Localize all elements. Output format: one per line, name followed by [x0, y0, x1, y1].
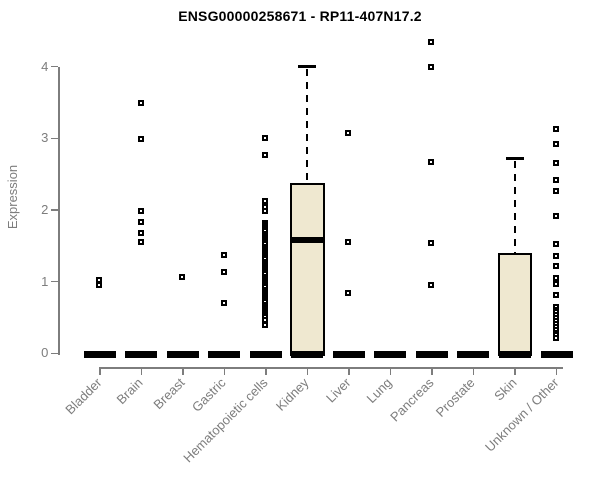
y-tick: [51, 137, 59, 140]
outlier-point: [220, 300, 227, 307]
outlier-point: [96, 276, 103, 283]
zero-median-bar: [499, 351, 531, 358]
y-tick: [51, 280, 59, 283]
zero-median-bar: [125, 351, 158, 358]
x-axis-line: [99, 367, 563, 369]
outlier-point: [553, 291, 560, 298]
outlier-point: [179, 274, 186, 281]
outlier-point: [428, 63, 435, 70]
x-tick: [223, 367, 226, 375]
outlier-point: [428, 38, 435, 45]
outlier-point: [428, 158, 435, 165]
x-tick: [140, 367, 143, 375]
zero-median-bar: [415, 351, 448, 358]
outlier-point: [220, 268, 227, 275]
x-tick-label: Unknown / Other: [481, 375, 562, 455]
outlier-point: [553, 275, 560, 282]
outlier-point: [345, 290, 352, 297]
outlier-point: [262, 151, 269, 158]
y-tick: [51, 209, 59, 211]
outlier-point: [553, 262, 560, 269]
outlier-point: [553, 141, 560, 148]
zero-median-bar: [83, 351, 116, 358]
y-tick-label: 3: [41, 130, 49, 146]
x-tick: [348, 367, 350, 375]
zero-median-bar: [291, 351, 324, 358]
outlier-point: [137, 219, 144, 226]
outlier-point: [553, 212, 560, 219]
outlier-point: [553, 187, 560, 194]
outlier-point: [553, 176, 560, 183]
zero-median-bar: [208, 351, 241, 358]
outlier-point: [553, 126, 560, 133]
outlier-point: [137, 207, 144, 214]
y-tick: [51, 65, 59, 68]
outlier-point: [262, 208, 269, 215]
outlier-point: [553, 334, 560, 341]
y-tick: [51, 352, 59, 355]
median-line: [290, 236, 325, 244]
whisker: [514, 160, 516, 253]
whisker-cap: [506, 156, 524, 160]
box: [290, 183, 325, 357]
x-tick: [389, 367, 392, 375]
zero-median-bar: [249, 351, 282, 358]
outlier-point: [428, 239, 435, 246]
outlier-point: [262, 135, 269, 142]
outlier-point: [262, 198, 269, 205]
zero-median-bar: [374, 351, 407, 358]
whisker-cap: [298, 65, 317, 69]
outlier-point: [553, 241, 560, 248]
outlier-point: [137, 229, 144, 236]
x-tick: [472, 367, 475, 375]
outlier-point: [345, 239, 352, 246]
y-tick-label: 0: [41, 345, 49, 361]
x-tick: [555, 367, 558, 375]
x-tick: [265, 367, 267, 375]
zero-median-bar: [332, 351, 365, 358]
zero-median-bar: [457, 351, 490, 358]
outlier-point: [428, 281, 435, 288]
outlier-point: [220, 252, 227, 259]
y-tick-label: 4: [41, 58, 49, 74]
outlier-point: [137, 238, 144, 245]
box: [497, 252, 533, 357]
x-tick: [431, 367, 433, 375]
x-tick: [99, 367, 101, 375]
chart-title: ENSG00000258671 - RP11-407N17.2: [178, 8, 422, 24]
outlier-point: [137, 136, 144, 143]
zero-median-bar: [540, 351, 573, 358]
y-tick-label: 2: [41, 202, 49, 217]
outlier-point: [553, 280, 560, 287]
x-tick: [514, 367, 516, 375]
x-tick: [306, 367, 309, 375]
whisker: [306, 69, 309, 184]
outlier-point: [262, 316, 269, 323]
outlier-point: [137, 100, 144, 107]
outlier-point: [553, 160, 560, 167]
outlier-point: [262, 321, 269, 328]
x-tick: [182, 367, 184, 375]
outlier-point: [96, 281, 103, 288]
outlier-point: [345, 130, 352, 137]
y-axis-line: [58, 66, 60, 355]
y-tick-label: 1: [41, 273, 49, 289]
zero-median-bar: [166, 351, 199, 358]
outlier-point: [553, 252, 560, 259]
